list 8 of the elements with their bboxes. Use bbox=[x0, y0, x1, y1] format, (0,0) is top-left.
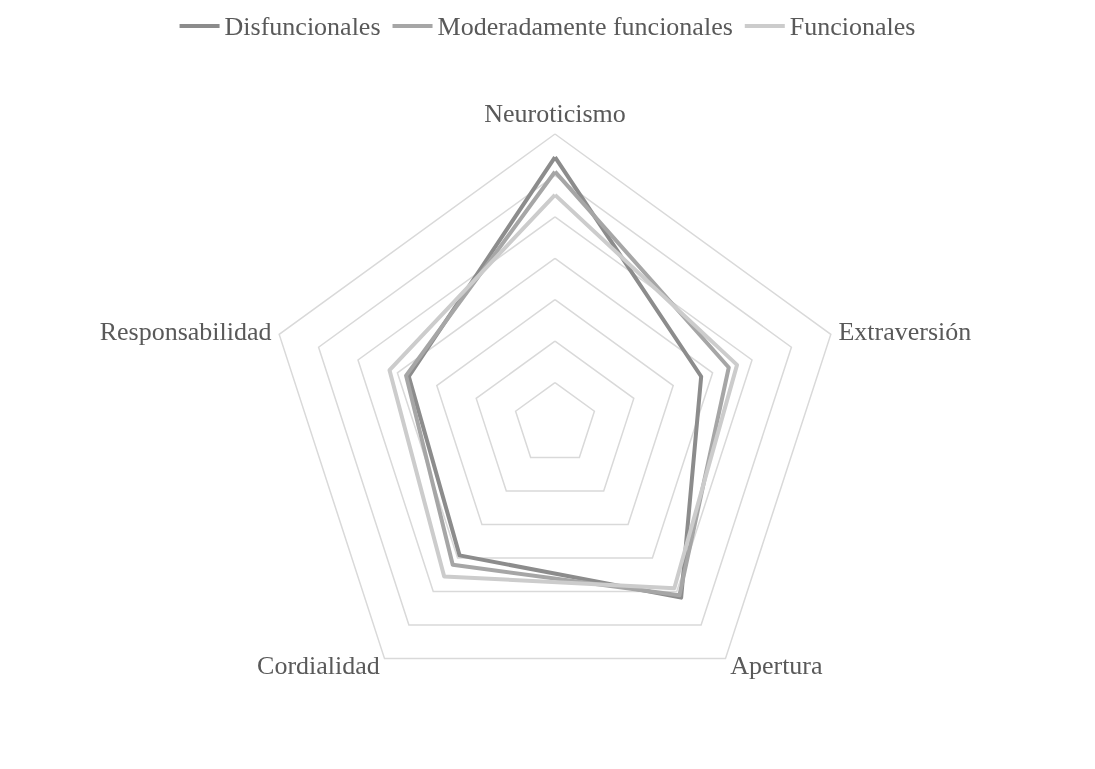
spoke-label: Responsabilidad bbox=[99, 317, 272, 347]
legend-label: Moderadamente funcionales bbox=[437, 11, 733, 41]
spoke-label: Cordialidad bbox=[257, 650, 380, 680]
spoke-label: Extraversión bbox=[838, 317, 972, 347]
legend-label: Disfuncionales bbox=[224, 11, 381, 41]
spoke-label: Neuroticismo bbox=[484, 98, 626, 128]
legend-label: Funcionales bbox=[789, 11, 916, 41]
spoke-label: Apertura bbox=[730, 650, 824, 680]
